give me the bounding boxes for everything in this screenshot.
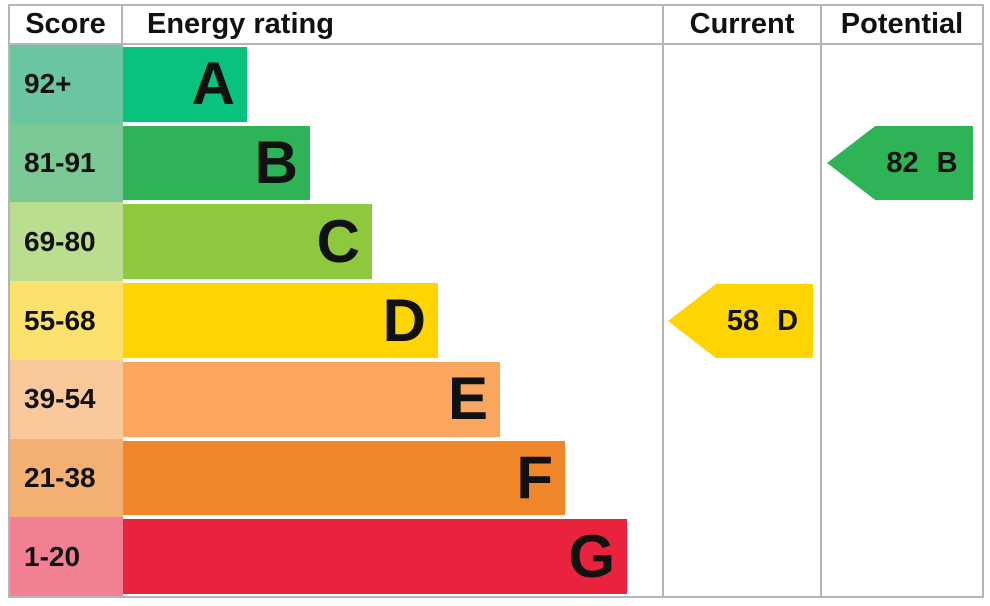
band-bar: F [123, 440, 565, 516]
band-bar: E [123, 361, 500, 437]
band-letter: G [568, 522, 615, 590]
band-bar: D [123, 283, 438, 358]
current-column-divider [662, 6, 664, 596]
band-score-range: 39-54 [10, 359, 123, 439]
band-row-d: 55-68 D [10, 281, 662, 360]
band-row-g: 1-20 G [10, 517, 662, 597]
band-row-c: 69-80 C [10, 202, 662, 282]
energy-rating-column-header: Energy rating [147, 8, 334, 40]
band-row-b: 81-91 B [10, 123, 662, 203]
potential-score-value: 82 [886, 146, 919, 179]
current-score-value: 58 [726, 304, 760, 337]
band-letter: F [516, 443, 553, 511]
band-letter: C [316, 207, 360, 275]
potential-column-divider [820, 6, 822, 596]
band-row-e: 39-54 E [10, 359, 662, 439]
band-row-a: 92+ A [10, 45, 662, 124]
current-column-header: Current [689, 8, 795, 40]
current-band-letter: D [777, 304, 799, 337]
potential-column-header: Potential [840, 8, 964, 40]
epc-rating-chart: Score Energy rating Current Potential 92… [8, 4, 984, 598]
band-bar: C [123, 204, 372, 280]
band-letter: E [447, 365, 488, 433]
current-rating-arrow: 58 D [668, 284, 813, 358]
potential-rating-text: 82 B [842, 147, 957, 180]
band-letter: D [382, 286, 426, 354]
band-letter: A [191, 50, 235, 118]
table-header: Score Energy rating Current Potential [10, 6, 982, 45]
band-score-range: 69-80 [10, 202, 123, 282]
band-letter: B [254, 129, 298, 197]
score-column-header: Score [10, 6, 123, 43]
band-bar: G [123, 519, 627, 595]
band-score-range: 1-20 [10, 517, 123, 597]
potential-band-letter: B [936, 146, 958, 179]
potential-rating-arrow: 82 B [827, 126, 973, 200]
band-score-range: 55-68 [10, 281, 123, 360]
current-rating-text: 58 D [683, 305, 798, 338]
band-row-f: 21-38 F [10, 438, 662, 518]
band-rows: 92+ A 81-91 B 69-80 C 55-68 D 39-54 E 21… [10, 45, 662, 597]
band-bar: B [123, 125, 310, 201]
band-score-range: 81-91 [10, 123, 123, 203]
band-bar: A [123, 47, 247, 122]
band-score-range: 21-38 [10, 438, 123, 518]
epc-table-body: Score Energy rating Current Potential 92… [10, 6, 982, 597]
band-score-range: 92+ [10, 45, 123, 124]
